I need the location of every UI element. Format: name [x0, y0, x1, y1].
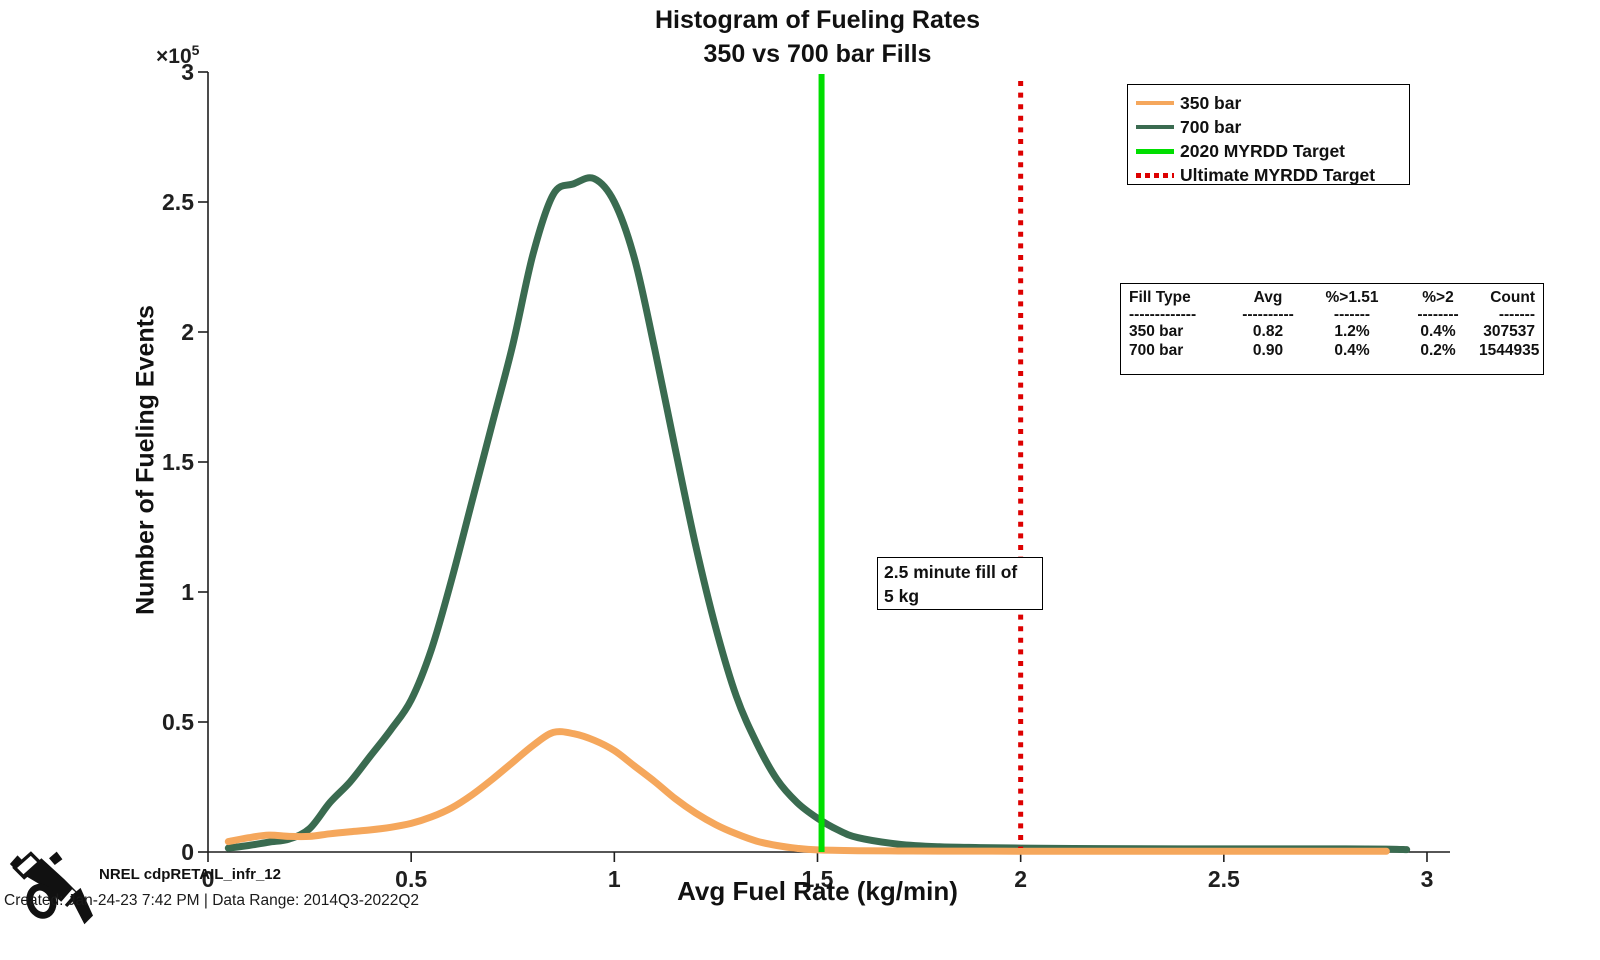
stats-table: Fill Type Avg %>1.51 %>2 Count ---------…	[1120, 283, 1544, 375]
annotation-text-line1: 2.5 minute fill of	[884, 562, 1018, 582]
x-tick-label: 3	[1421, 866, 1434, 892]
legend-line-swatch-700-bar	[1136, 125, 1174, 129]
y-tick-label: 0	[181, 839, 194, 865]
legend-box: 350 bar 700 bar 2020 MYRDD Target Ultima…	[1127, 84, 1410, 185]
y-axis-exponent-power: 5	[191, 42, 200, 58]
annotation-text-line2: 5 kg	[884, 586, 920, 606]
stats-cell: 0.4%	[1334, 342, 1370, 359]
stats-row-700-bar: 700 bar 0.90 0.4% 0.2% 1544935	[1129, 341, 1539, 360]
legend-item-2020-myrdd-target: 2020 MYRDD Target	[1136, 139, 1409, 163]
stats-cell: 1.2%	[1334, 323, 1370, 340]
legend-label: Ultimate MYRDD Target	[1180, 164, 1376, 185]
legend-line-swatch-2020-target	[1136, 148, 1174, 154]
legend-label: 350 bar	[1180, 92, 1242, 113]
footer-created-text: Created: Jan-24-23 7:42 PM | Data Range:…	[4, 892, 420, 909]
divider-dashes: -------	[1333, 306, 1371, 323]
stats-table-header-row: Fill Type Avg %>1.51 %>2 Count	[1129, 288, 1535, 307]
stats-cell: 350 bar	[1129, 323, 1184, 340]
fuel-pump-nozzle-icon	[9, 851, 93, 925]
x-tick-label: 0.5	[395, 866, 427, 892]
divider-dashes: -------------	[1129, 306, 1197, 323]
y-tick-label: 3	[181, 59, 194, 85]
chart-subtitle: 350 vs 700 bar Fills	[703, 40, 932, 68]
stats-cell: 0.90	[1252, 342, 1284, 359]
stats-table-divider-row: ------------- ---------- ------- -------…	[1129, 306, 1535, 323]
stats-cell: 0.4%	[1420, 323, 1456, 340]
x-tick-label: 0	[202, 866, 215, 892]
y-tick-label: 1	[181, 579, 194, 605]
y-axis-label: Number of Fueling Events	[131, 305, 160, 615]
divider-dashes: --------	[1417, 306, 1459, 323]
legend-item-700-bar: 700 bar	[1136, 115, 1409, 139]
series-700-bar-curve	[224, 174, 1411, 854]
stats-header: Avg	[1253, 289, 1283, 306]
y-tick-label: 1.5	[162, 449, 194, 475]
axes	[207, 72, 1450, 853]
divider-dashes: -------	[1498, 306, 1535, 323]
series-350-bar-curve	[224, 728, 1390, 855]
footer-brand-text: NREL cdpRETAIL_infr_12	[99, 866, 281, 883]
stats-header: %>1.51	[1325, 289, 1379, 306]
y-tick-label: 2	[181, 319, 194, 345]
stats-row-350-bar: 350 bar 0.82 1.2% 0.4% 307537	[1129, 322, 1535, 341]
x-tick-label: 1	[608, 866, 621, 892]
stats-cell: 307537	[1483, 323, 1535, 340]
nozzle-gap	[59, 889, 76, 907]
legend-label: 2020 MYRDD Target	[1180, 140, 1346, 161]
x-tick-label: 2	[1014, 866, 1027, 892]
nozzle-handle-loop	[26, 883, 57, 919]
stats-header: %>2	[1422, 289, 1454, 306]
x-tick-label: 2.5	[1208, 866, 1240, 892]
legend-line-swatch-ultimate-target	[1136, 172, 1174, 178]
chart-title: Histogram of Fueling Rates	[654, 6, 981, 34]
nozzle-body	[23, 858, 80, 908]
nozzle-hose	[70, 887, 93, 925]
y-tick-label: 0.5	[162, 709, 194, 735]
nozzle-tip	[9, 855, 23, 869]
x-tick-label: 1.5	[802, 866, 834, 892]
stats-cell: 1544935	[1479, 342, 1540, 359]
legend-item-350-bar: 350 bar	[1136, 91, 1409, 115]
stats-header: Count	[1490, 289, 1535, 306]
y-tick-label: 2.5	[162, 189, 194, 215]
annotation-box: 2.5 minute fill of 5 kg	[877, 557, 1043, 610]
legend-label: 700 bar	[1180, 116, 1242, 137]
y-axis-exponent: ×105	[156, 42, 199, 69]
stats-cell: 0.82	[1252, 323, 1284, 340]
stats-cell: 0.2%	[1420, 342, 1456, 359]
legend-item-ultimate-myrdd-target: Ultimate MYRDD Target	[1136, 163, 1409, 187]
stats-header: Fill Type	[1129, 289, 1191, 306]
nozzle-lever	[49, 851, 63, 865]
divider-dashes: ----------	[1242, 306, 1294, 323]
x-axis-label: Avg Fuel Rate (kg/min)	[677, 876, 958, 906]
legend-line-swatch-350-bar	[1136, 101, 1174, 105]
stats-cell: 700 bar	[1129, 342, 1184, 359]
y-axis-exponent-base: ×10	[156, 45, 192, 68]
